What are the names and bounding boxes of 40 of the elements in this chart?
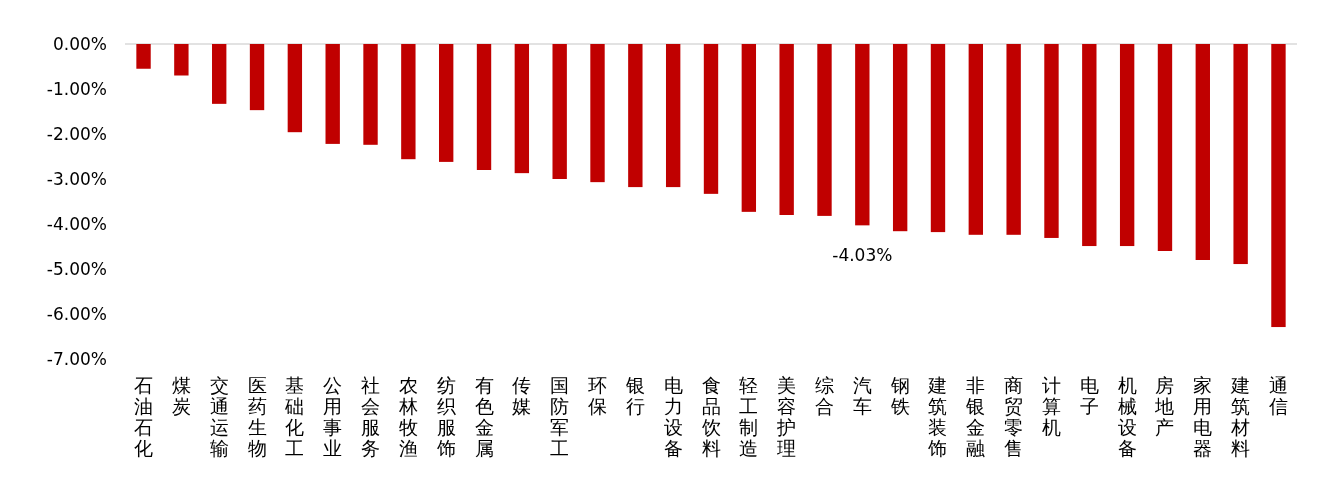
x-tick-label: 传媒 [512, 374, 532, 417]
x-tick-label: 房地产 [1154, 374, 1175, 438]
y-tick-label: -3.00% [46, 168, 107, 189]
x-tick-label: 医药生物 [247, 374, 267, 459]
x-tick-label: 轻工制造 [739, 374, 759, 459]
x-tick-label: 交通运输 [209, 374, 229, 459]
y-tick-label: -4.00% [46, 213, 107, 234]
x-tick-label: 通信 [1268, 374, 1288, 417]
x-tick-label: 食品饮料 [700, 374, 721, 459]
x-tick-label: 银行 [624, 374, 645, 417]
x-tick-label: 钢铁 [889, 374, 910, 417]
y-tick-label: -2.00% [46, 123, 107, 144]
y-tick-label: -5.00% [46, 258, 107, 279]
x-tick-label: 汽车 [852, 374, 872, 417]
y-tick-label: -6.00% [46, 303, 107, 324]
x-tick-label: 公用事业 [323, 374, 343, 459]
x-tick-label: 建筑装饰 [927, 374, 948, 459]
x-tick-label: 农林牧渔 [397, 374, 418, 459]
x-tick-label: 电子 [1079, 374, 1099, 417]
x-tick-label: 综合 [814, 374, 834, 417]
y-tick-label: 0.00% [52, 33, 107, 54]
x-tick-label: 家用电器 [1193, 374, 1213, 459]
x-tick-label: 纺织服饰 [435, 374, 456, 459]
x-tick-label: 石油石化 [134, 374, 154, 459]
x-tick-label: 机械设备 [1117, 374, 1137, 459]
x-tick-label: 建筑材料 [1230, 374, 1251, 459]
x-tick-label: 电力设备 [663, 374, 683, 459]
x-tick-label: 煤炭 [171, 374, 191, 417]
x-tick-label: 商贸零售 [1004, 374, 1024, 459]
y-tick-label: -7.00% [46, 348, 107, 369]
x-tick-label: 有色金属 [474, 374, 494, 459]
x-tick-label: 计算机 [1041, 374, 1061, 438]
x-tick-label: 国防军工 [550, 374, 570, 459]
x-tick-label: 环保 [588, 374, 608, 417]
x-tick-label: 非银金融 [965, 374, 986, 459]
y-tick-label: -1.00% [46, 78, 107, 99]
data-label: -4.03% [832, 245, 893, 266]
x-tick-label: 社会服务 [361, 374, 381, 459]
x-tick-label: 基础化工 [284, 374, 305, 459]
x-tick-label: 美容护理 [776, 374, 797, 459]
